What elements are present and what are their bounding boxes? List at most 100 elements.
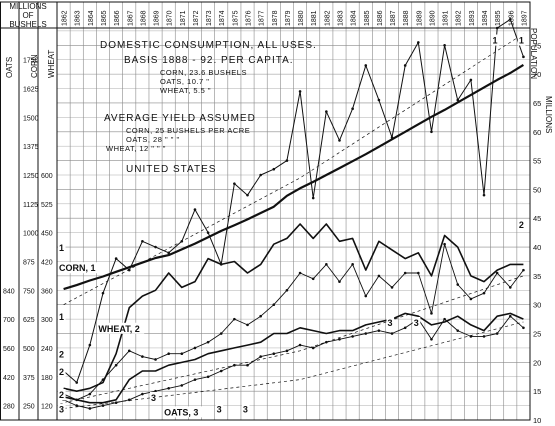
year-tick-label: 1889 — [416, 10, 423, 26]
series-point-oats-ratio — [154, 389, 157, 393]
wheat-tick-label: 120 — [41, 404, 53, 411]
year-tick-label: 1866 — [114, 10, 121, 26]
series-point-wheat-ratio — [482, 291, 486, 295]
corn-tick-label: 875 — [23, 259, 35, 266]
year-tick-label: 1878 — [272, 10, 279, 26]
corn-tick-label: 250 — [23, 404, 35, 411]
series-point-wheat-ratio — [403, 271, 407, 275]
series-point-oats-ratio — [75, 404, 79, 407]
line-marker-label: 2 — [59, 367, 64, 377]
line-marker-bg — [57, 262, 100, 274]
series-point-corn — [233, 182, 236, 185]
series-point-wheat-ratio — [495, 271, 499, 275]
corn-tick-label: 1375 — [23, 144, 39, 151]
line-marker-bg — [57, 311, 66, 323]
series-point-oats-ratio — [246, 363, 249, 367]
corn-tick-label: 1000 — [23, 231, 39, 238]
series-point-corn — [430, 130, 433, 134]
per-capita-corn: CORN, 23.6 BUSHELS — [160, 68, 247, 77]
series-point-oats-ratio — [167, 386, 170, 390]
series-point-wheat-ratio — [272, 303, 276, 307]
oats-tick-label: 420 — [3, 375, 15, 382]
series-point-corn — [508, 18, 512, 21]
series-point-oats-ratio — [272, 352, 276, 356]
series-point-wheat-ratio — [298, 271, 302, 275]
wheat-tick-label: 525 — [41, 202, 53, 209]
series-point-wheat-ratio — [522, 268, 525, 272]
series-point-wheat-ratio — [193, 346, 197, 350]
series-point-wheat-ratio — [233, 317, 236, 321]
line-marker-label: 3 — [151, 393, 156, 403]
header-line-1: MILLIONS — [9, 2, 47, 11]
line-marker-bg — [386, 317, 395, 328]
series-point-corn — [522, 55, 525, 59]
line-marker-label: 3 — [217, 404, 222, 414]
series-line-corn — [63, 18, 524, 383]
series-point-oats-ratio — [141, 392, 144, 396]
series-point-oats-ratio — [325, 340, 328, 344]
line-marker-label: 1 — [59, 243, 64, 253]
series-point-oats-ratio — [311, 346, 315, 350]
population-tick-label: 55 — [533, 157, 541, 166]
corn-tick-label: 1250 — [23, 173, 39, 180]
year-tick-label: 1879 — [285, 10, 292, 26]
series-point-wheat-ratio — [311, 277, 315, 281]
year-tick-label: 1862 — [62, 10, 69, 26]
series-point-wheat-ratio — [180, 352, 184, 356]
series-point-oats-ratio — [180, 384, 184, 387]
line-marker-bg — [149, 391, 158, 403]
year-tick-label: 1870 — [167, 10, 174, 26]
population-tick-label: 25 — [533, 330, 541, 339]
yield-wheat: WHEAT, 12 " " " — [106, 144, 166, 153]
line-marker-bg — [57, 366, 66, 377]
year-tick-label: 1875 — [232, 10, 239, 26]
line-marker-label: 3 — [59, 404, 64, 414]
population-tick-label: 65 — [533, 99, 541, 108]
corn-tick-label: 1750 — [23, 58, 39, 65]
line-marker-bg — [57, 403, 66, 415]
series-point-corn — [417, 41, 420, 44]
year-tick-label: 1891 — [443, 10, 450, 26]
series-point-wheat-ratio — [141, 355, 144, 358]
population-tick-label: 75 — [533, 41, 541, 50]
wheat-tick-label: 240 — [41, 346, 53, 353]
yield-corn: CORN, 25 BUSHELS PER ACRE — [126, 126, 251, 135]
region-label: UNITED STATES — [126, 164, 217, 175]
population-tick-label: 70 — [533, 70, 541, 79]
per-capita-oats: OATS, 10.7 " — [160, 77, 210, 86]
series-point-wheat-ratio — [508, 286, 512, 289]
line-marker-label: 2 — [519, 220, 524, 230]
series-point-oats-ratio — [377, 329, 381, 332]
oats-tick-label: 840 — [3, 288, 15, 295]
series-line-req-oats — [63, 321, 524, 409]
year-tick-label: 1896 — [508, 10, 515, 26]
year-tick-label: 1872 — [193, 10, 200, 26]
line-marker-bg — [215, 403, 224, 415]
series-point-corn — [298, 90, 302, 93]
corn-tick-label: 750 — [23, 288, 35, 295]
population-tick-label: 35 — [533, 272, 541, 281]
year-tick-label: 1892 — [456, 10, 463, 26]
series-point-oats-ratio — [193, 378, 197, 381]
series-point-corn — [88, 343, 92, 347]
series-point-wheat-ratio — [364, 294, 368, 298]
series-point-oats-ratio — [522, 326, 525, 330]
series-point-oats-ratio — [259, 355, 262, 358]
line-marker-label: 1 — [59, 312, 64, 322]
year-tick-label: 1865 — [101, 10, 108, 26]
series-point-corn — [272, 167, 276, 171]
series-point-corn — [338, 139, 341, 142]
year-tick-label: 1863 — [75, 10, 82, 26]
series-point-corn — [469, 78, 473, 82]
series-line-req-wheat — [63, 275, 524, 404]
series-point-oats-ratio — [443, 317, 446, 321]
series-line-population — [63, 63, 524, 291]
year-tick-label: 1864 — [88, 10, 95, 26]
series-point-oats-ratio — [219, 369, 223, 373]
series-point-corn — [167, 251, 170, 255]
chart-frame — [0, 1, 531, 421]
year-tick-label: 1895 — [495, 10, 502, 26]
series-point-wheat-ratio — [127, 349, 131, 353]
series-point-oats-ratio — [88, 407, 92, 410]
